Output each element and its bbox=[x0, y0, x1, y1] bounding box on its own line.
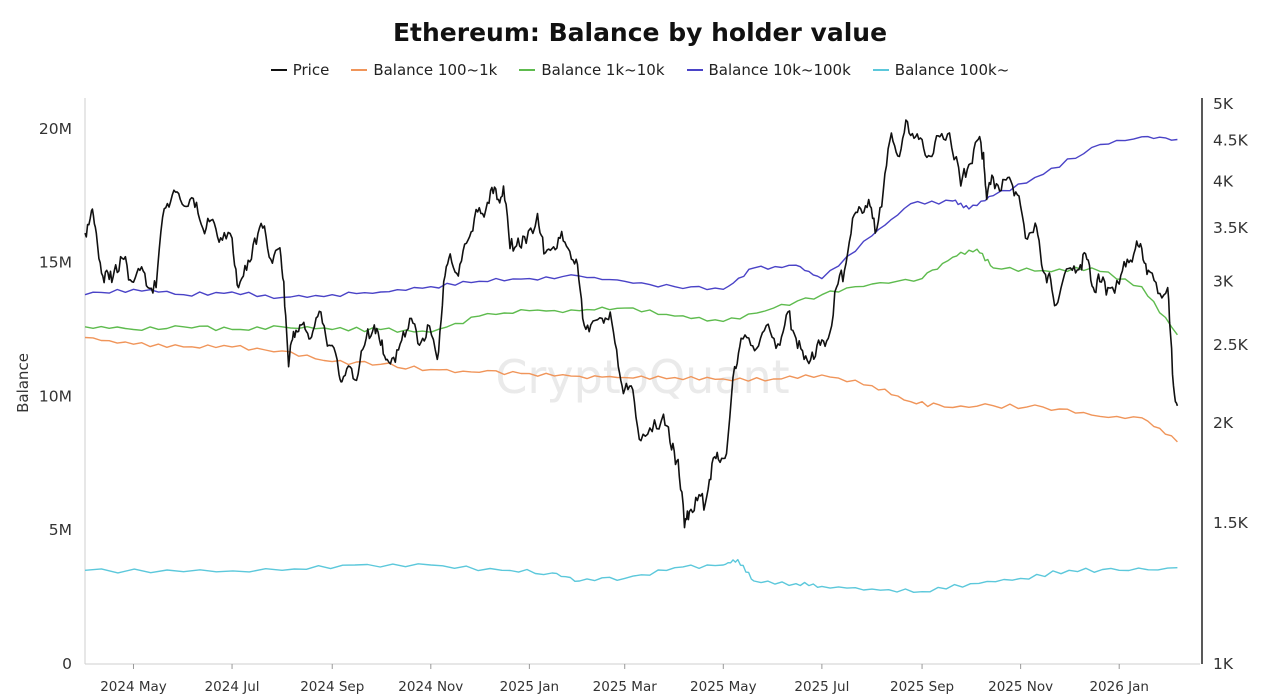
legend-label: Price bbox=[292, 61, 330, 79]
legend-swatch bbox=[270, 69, 287, 71]
right-tick-label: 2K bbox=[1213, 414, 1234, 432]
legend-item[interactable]: Balance 10k~100k bbox=[686, 61, 851, 79]
x-tick-label: 2025 Mar bbox=[593, 679, 658, 695]
left-tick-label: 10M bbox=[39, 387, 72, 405]
legend-label: Balance 100k~ bbox=[894, 61, 1010, 79]
x-tick-label: 2024 May bbox=[100, 679, 167, 695]
left-tick-label: 15M bbox=[39, 254, 72, 272]
series-line-balance-1k-10k bbox=[84, 248, 1178, 336]
legend-label: Balance 1k~10k bbox=[541, 61, 665, 79]
left-tick-label: 5M bbox=[49, 521, 72, 539]
right-tick-label: 3K bbox=[1213, 273, 1234, 291]
series-line-price bbox=[84, 119, 1179, 529]
right-tick-label: 4.5K bbox=[1213, 132, 1249, 150]
chart-title: Ethereum: Balance by holder value bbox=[392, 18, 888, 47]
legend-swatch bbox=[519, 69, 536, 71]
legend-item[interactable]: Balance 100k~ bbox=[872, 61, 1010, 79]
legend-item[interactable]: Price bbox=[270, 61, 330, 79]
legend-swatch bbox=[872, 69, 889, 71]
series-line-balance-100-1k bbox=[84, 336, 1178, 443]
legend-item[interactable]: Balance 100~1k bbox=[351, 61, 497, 79]
right-tick-label: 3.5K bbox=[1213, 219, 1249, 237]
x-tick-label: 2025 Sep bbox=[890, 679, 954, 695]
y-axis-label: Balance bbox=[14, 353, 32, 413]
legend-item[interactable]: Balance 1k~10k bbox=[519, 61, 665, 79]
x-tick-label: 2025 Nov bbox=[988, 679, 1053, 695]
right-tick-label: 1.5K bbox=[1213, 514, 1249, 532]
left-tick-label: 20M bbox=[39, 120, 72, 138]
legend-label: Balance 100~1k bbox=[373, 61, 498, 79]
series-line-balance-10k-100k bbox=[84, 135, 1178, 300]
chart-legend: Price Balance 100~1k Balance 1k~10k Balance… bbox=[0, 61, 1280, 79]
x-tick-label: 2024 Sep bbox=[300, 679, 364, 695]
x-tick-label: 2024 Nov bbox=[398, 679, 463, 695]
series-line-balance-100k- bbox=[84, 558, 1178, 593]
right-tick-label: 4K bbox=[1213, 173, 1234, 191]
x-tick-label: 2024 Jul bbox=[205, 679, 260, 695]
right-tick-label: 1K bbox=[1213, 655, 1234, 673]
legend-swatch bbox=[686, 69, 703, 71]
x-tick-label: 2025 May bbox=[690, 679, 757, 695]
right-tick-label: 2.5K bbox=[1213, 336, 1249, 354]
x-tick-label: 2025 Jul bbox=[794, 679, 849, 695]
left-tick-label: 0 bbox=[62, 655, 72, 673]
x-tick-label: 2026 Jan bbox=[1089, 679, 1148, 695]
legend-swatch bbox=[351, 69, 368, 71]
x-tick-label: 2025 Jan bbox=[500, 679, 559, 695]
legend-label: Balance 10k~100k bbox=[708, 61, 851, 79]
right-tick-label: 5K bbox=[1213, 95, 1234, 113]
